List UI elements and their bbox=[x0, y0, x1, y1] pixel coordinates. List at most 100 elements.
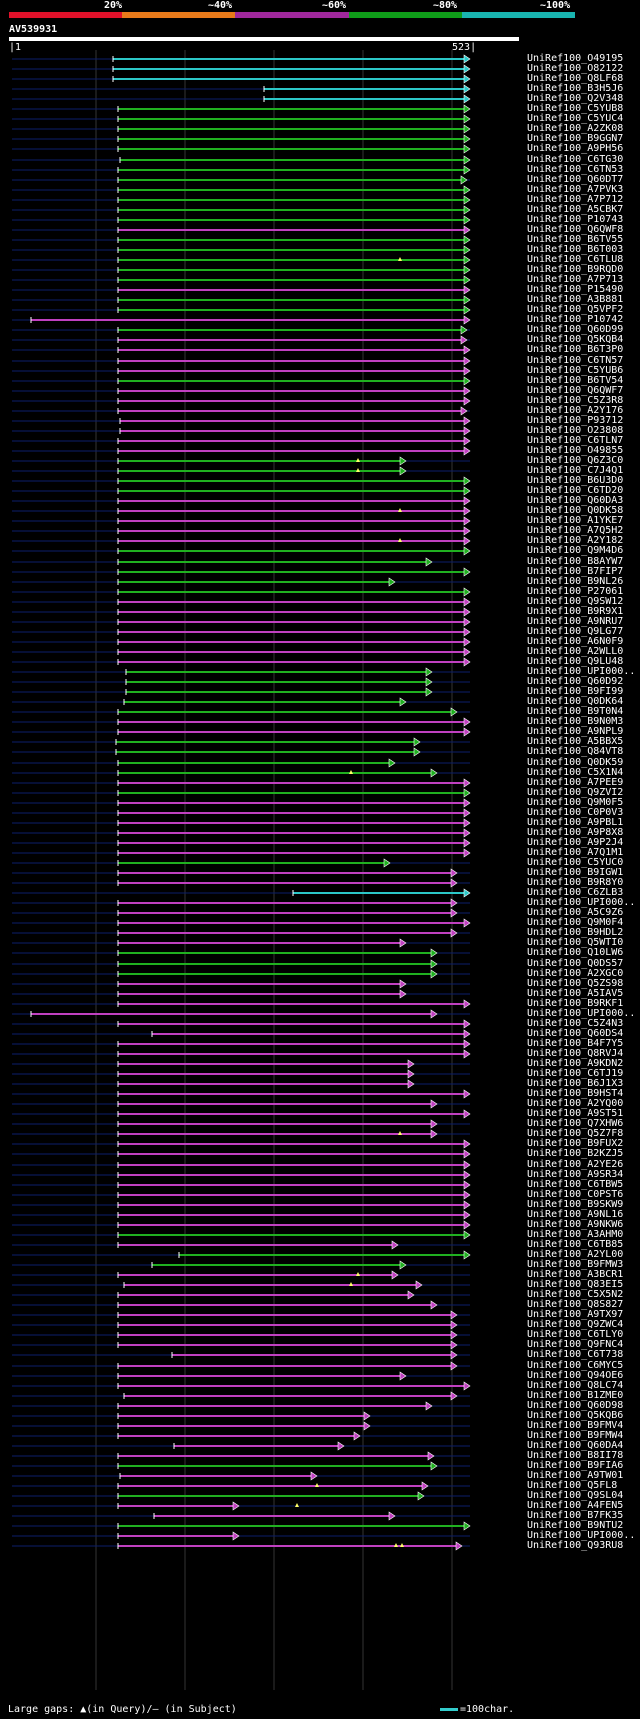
hit-label[interactable]: UniRef100_C0PST6 bbox=[527, 1189, 624, 1200]
hit-label[interactable]: UniRef100_B6T003 bbox=[527, 244, 624, 255]
hit-label[interactable]: UniRef100_A7PVK3 bbox=[527, 184, 624, 195]
hit-label[interactable]: UniRef100_Q9SL04 bbox=[527, 1490, 624, 1501]
hit-label[interactable]: UniRef100_A7Q5H2 bbox=[527, 525, 624, 536]
hit-label[interactable]: UniRef100_UPI000.. bbox=[527, 1008, 636, 1019]
hit-label[interactable]: UniRef100_B2KZJ5 bbox=[527, 1148, 624, 1159]
hit-label[interactable]: UniRef100_Q9M4D6 bbox=[527, 545, 624, 556]
hit-label[interactable]: UniRef100_A9NRU7 bbox=[527, 616, 624, 627]
hit-label[interactable]: UniRef100_C6TD20 bbox=[527, 485, 624, 496]
hit-label[interactable]: UniRef100_A9TX97 bbox=[527, 1309, 624, 1320]
hit-label[interactable]: UniRef100_B7FIP7 bbox=[527, 566, 624, 577]
hit-label[interactable]: UniRef100_B7FK35 bbox=[527, 1510, 624, 1521]
hit-label[interactable]: UniRef100_Q9SW12 bbox=[527, 596, 624, 607]
hit-label[interactable]: UniRef100_Q9M0F5 bbox=[527, 797, 624, 808]
hit-label[interactable]: UniRef100_B9N0M3 bbox=[527, 716, 624, 727]
hit-label[interactable]: UniRef100_B9FIA6 bbox=[527, 1460, 624, 1471]
hit-label[interactable]: UniRef100_Q9M0F4 bbox=[527, 917, 624, 928]
hit-label[interactable]: UniRef100_B3H5J6 bbox=[527, 83, 624, 94]
hit-label[interactable]: UniRef100_C6TLN7 bbox=[527, 435, 624, 446]
hit-label[interactable]: UniRef100_C6ZLB3 bbox=[527, 887, 624, 898]
hit-label[interactable]: UniRef100_A2YL00 bbox=[527, 1249, 624, 1260]
hit-label[interactable]: UniRef100_Q60D98 bbox=[527, 1400, 624, 1411]
hit-label[interactable]: UniRef100_Q6QWF7 bbox=[527, 385, 624, 396]
hit-label[interactable]: UniRef100_A3AHM0 bbox=[527, 1229, 624, 1240]
hit-label[interactable]: UniRef100_P93712 bbox=[527, 415, 624, 426]
hit-label[interactable]: UniRef100_Q6QWF8 bbox=[527, 224, 624, 235]
hit-label[interactable]: UniRef100_C6TG30 bbox=[527, 154, 624, 165]
hit-label[interactable]: UniRef100_A2Y176 bbox=[527, 405, 624, 416]
hit-label[interactable]: UniRef100_A5CBK7 bbox=[527, 204, 624, 215]
hit-label[interactable]: UniRef100_A7Q1M1 bbox=[527, 847, 624, 858]
hit-label[interactable]: UniRef100_Q9ZVI2 bbox=[527, 787, 624, 798]
hit-label[interactable]: UniRef100_A9SR34 bbox=[527, 1169, 624, 1180]
hit-label[interactable]: UniRef100_A9NL16 bbox=[527, 1209, 624, 1220]
hit-label[interactable]: UniRef100_B9FMV4 bbox=[527, 1420, 624, 1431]
hit-label[interactable]: UniRef100_B9FUX2 bbox=[527, 1138, 624, 1149]
hit-label[interactable]: UniRef100_Q5Z7F8 bbox=[527, 1128, 624, 1139]
hit-label[interactable]: UniRef100_Q0DK58 bbox=[527, 505, 624, 516]
hit-label[interactable]: UniRef100_Q84VT8 bbox=[527, 746, 624, 757]
hit-label[interactable]: UniRef100_A2ZK08 bbox=[527, 123, 624, 134]
hit-label[interactable]: UniRef100_C6TN57 bbox=[527, 355, 624, 366]
hit-label[interactable]: UniRef100_P10743 bbox=[527, 214, 624, 225]
hit-label[interactable]: UniRef100_Q10LW6 bbox=[527, 947, 624, 958]
hit-label[interactable]: UniRef100_Q60DA3 bbox=[527, 495, 624, 506]
hit-label[interactable]: UniRef100_B9T0N4 bbox=[527, 706, 624, 717]
hit-label[interactable]: UniRef100_A7P713 bbox=[527, 274, 624, 285]
hit-label[interactable]: UniRef100_B9HST4 bbox=[527, 1088, 624, 1099]
hit-label[interactable]: UniRef100_A9ST51 bbox=[527, 1108, 624, 1119]
hit-label[interactable]: UniRef100_B9FMW3 bbox=[527, 1259, 624, 1270]
hit-label[interactable]: UniRef100_C6TLU8 bbox=[527, 254, 624, 265]
hit-label[interactable]: UniRef100_P15490 bbox=[527, 284, 624, 295]
hit-label[interactable]: UniRef100_C5X1N4 bbox=[527, 767, 624, 778]
hit-label[interactable]: UniRef100_Q94OE6 bbox=[527, 1370, 624, 1381]
hit-label[interactable]: UniRef100_Q9ZWC4 bbox=[527, 1319, 624, 1330]
hit-label[interactable]: UniRef100_A3B881 bbox=[527, 294, 624, 305]
hit-label[interactable]: UniRef100_Q0DK64 bbox=[527, 696, 624, 707]
hit-label[interactable]: UniRef100_Q7XHW6 bbox=[527, 1118, 624, 1129]
hit-label[interactable]: UniRef100_C5YUC4 bbox=[527, 113, 624, 124]
hit-label[interactable]: UniRef100_O23808 bbox=[527, 425, 624, 436]
hit-label[interactable]: UniRef100_B9HDL2 bbox=[527, 927, 624, 938]
hit-label[interactable]: UniRef100_A5C9Z6 bbox=[527, 907, 624, 918]
hit-label[interactable]: UniRef100_C5YUB8 bbox=[527, 103, 624, 114]
hit-label[interactable]: UniRef100_B9FI99 bbox=[527, 686, 624, 697]
hit-label[interactable]: UniRef100_A9NKW6 bbox=[527, 1219, 624, 1230]
hit-label[interactable]: UniRef100_A9PBL1 bbox=[527, 817, 624, 828]
hit-label[interactable]: UniRef100_A7P712 bbox=[527, 194, 624, 205]
hit-label[interactable]: UniRef100_C0P0V3 bbox=[527, 807, 624, 818]
hit-label[interactable]: UniRef100_B6U3D0 bbox=[527, 475, 624, 486]
hit-label[interactable]: UniRef100_C6TN53 bbox=[527, 164, 624, 175]
hit-label[interactable]: UniRef100_Q0DK59 bbox=[527, 757, 624, 768]
hit-label[interactable]: UniRef100_P10742 bbox=[527, 314, 624, 325]
hit-label[interactable]: UniRef100_Q93RU8 bbox=[527, 1540, 624, 1551]
hit-label[interactable]: UniRef100_Q6Z3C0 bbox=[527, 455, 624, 466]
hit-label[interactable]: UniRef100_Q83EI5 bbox=[527, 1279, 624, 1290]
hit-label[interactable]: UniRef100_A2YE26 bbox=[527, 1159, 624, 1170]
hit-label[interactable]: UniRef100_Q8S827 bbox=[527, 1299, 624, 1310]
hit-label[interactable]: UniRef100_A9KDN2 bbox=[527, 1058, 624, 1069]
hit-label[interactable]: UniRef100_Q60D99 bbox=[527, 324, 624, 335]
hit-label[interactable]: UniRef100_C5YUC0 bbox=[527, 857, 624, 868]
hit-label[interactable]: UniRef100_C5YUB6 bbox=[527, 365, 624, 376]
hit-label[interactable]: UniRef100_Q9FNC4 bbox=[527, 1339, 624, 1350]
hit-label[interactable]: UniRef100_C6TLY0 bbox=[527, 1329, 624, 1340]
hit-label[interactable]: UniRef100_Q5ZS98 bbox=[527, 978, 624, 989]
hit-label[interactable]: UniRef100_UPI000.. bbox=[527, 1530, 636, 1541]
hit-label[interactable]: UniRef100_Q0DS57 bbox=[527, 958, 624, 969]
hit-label[interactable]: UniRef100_B9IGW1 bbox=[527, 867, 624, 878]
hit-label[interactable]: UniRef100_Q60D92 bbox=[527, 676, 624, 687]
hit-label[interactable]: UniRef100_B4F7Y5 bbox=[527, 1038, 624, 1049]
hit-label[interactable]: UniRef100_A9TW01 bbox=[527, 1470, 624, 1481]
hit-label[interactable]: UniRef100_A1YKE7 bbox=[527, 515, 624, 526]
hit-label[interactable]: UniRef100_B6J1X3 bbox=[527, 1078, 624, 1089]
hit-label[interactable]: UniRef100_P27061 bbox=[527, 586, 624, 597]
hit-label[interactable]: UniRef100_A2YQ00 bbox=[527, 1098, 624, 1109]
hit-label[interactable]: UniRef100_C7J4Q1 bbox=[527, 465, 624, 476]
hit-label[interactable]: UniRef100_O82122 bbox=[527, 63, 624, 74]
hit-label[interactable]: UniRef100_Q5KQB4 bbox=[527, 334, 624, 345]
hit-label[interactable]: UniRef100_B9NTU2 bbox=[527, 1520, 624, 1531]
hit-label[interactable]: UniRef100_A6N0F9 bbox=[527, 636, 624, 647]
hit-label[interactable]: UniRef100_A9P2J4 bbox=[527, 837, 624, 848]
hit-label[interactable]: UniRef100_UPI000.. bbox=[527, 666, 636, 677]
